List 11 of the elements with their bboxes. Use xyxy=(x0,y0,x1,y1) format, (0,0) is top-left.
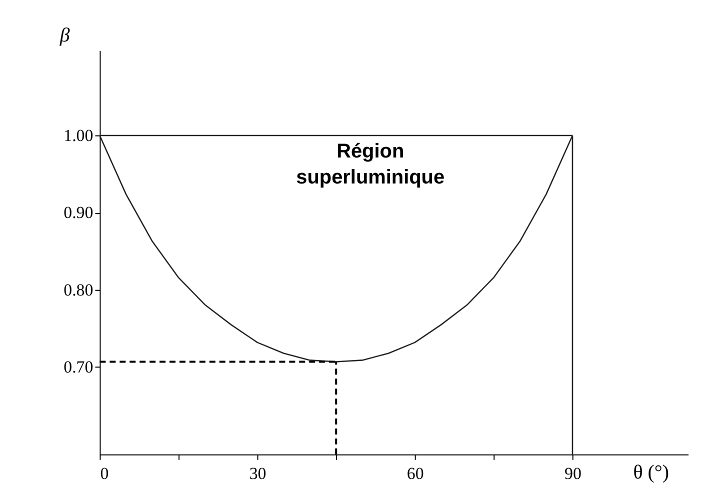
y-tick-label: 0.90 xyxy=(64,203,94,222)
y-tick-label: 0.80 xyxy=(64,280,94,300)
y-tick-label: 1.00 xyxy=(64,126,94,145)
x-tick-label: 60 xyxy=(406,464,424,483)
y-tick-label: 0.70 xyxy=(64,358,94,377)
x-tick-label: 90 xyxy=(564,464,582,483)
x-tick-label: 30 xyxy=(249,464,266,483)
annotation: Région superluminique xyxy=(296,140,445,188)
y-axis-title: β xyxy=(58,24,70,47)
x-axis-title: θ (°) xyxy=(633,461,670,484)
x-tick-label: 0 xyxy=(100,464,109,483)
